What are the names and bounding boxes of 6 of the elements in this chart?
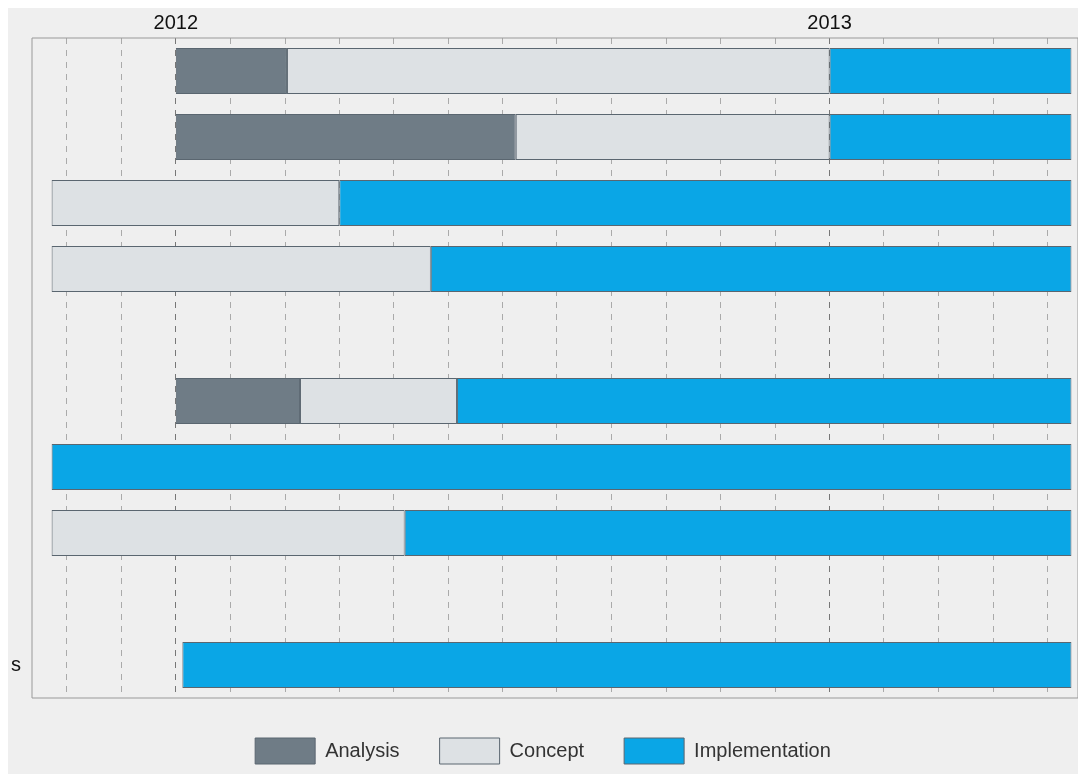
x-tick-label: 2013: [807, 10, 852, 33]
legend-label: Implementation: [694, 738, 831, 761]
legend-label: Analysis: [325, 738, 400, 761]
y-tick-label: s: [11, 652, 21, 675]
legend-label: Concept: [509, 738, 585, 761]
x-tick-label: 2012: [153, 10, 199, 33]
